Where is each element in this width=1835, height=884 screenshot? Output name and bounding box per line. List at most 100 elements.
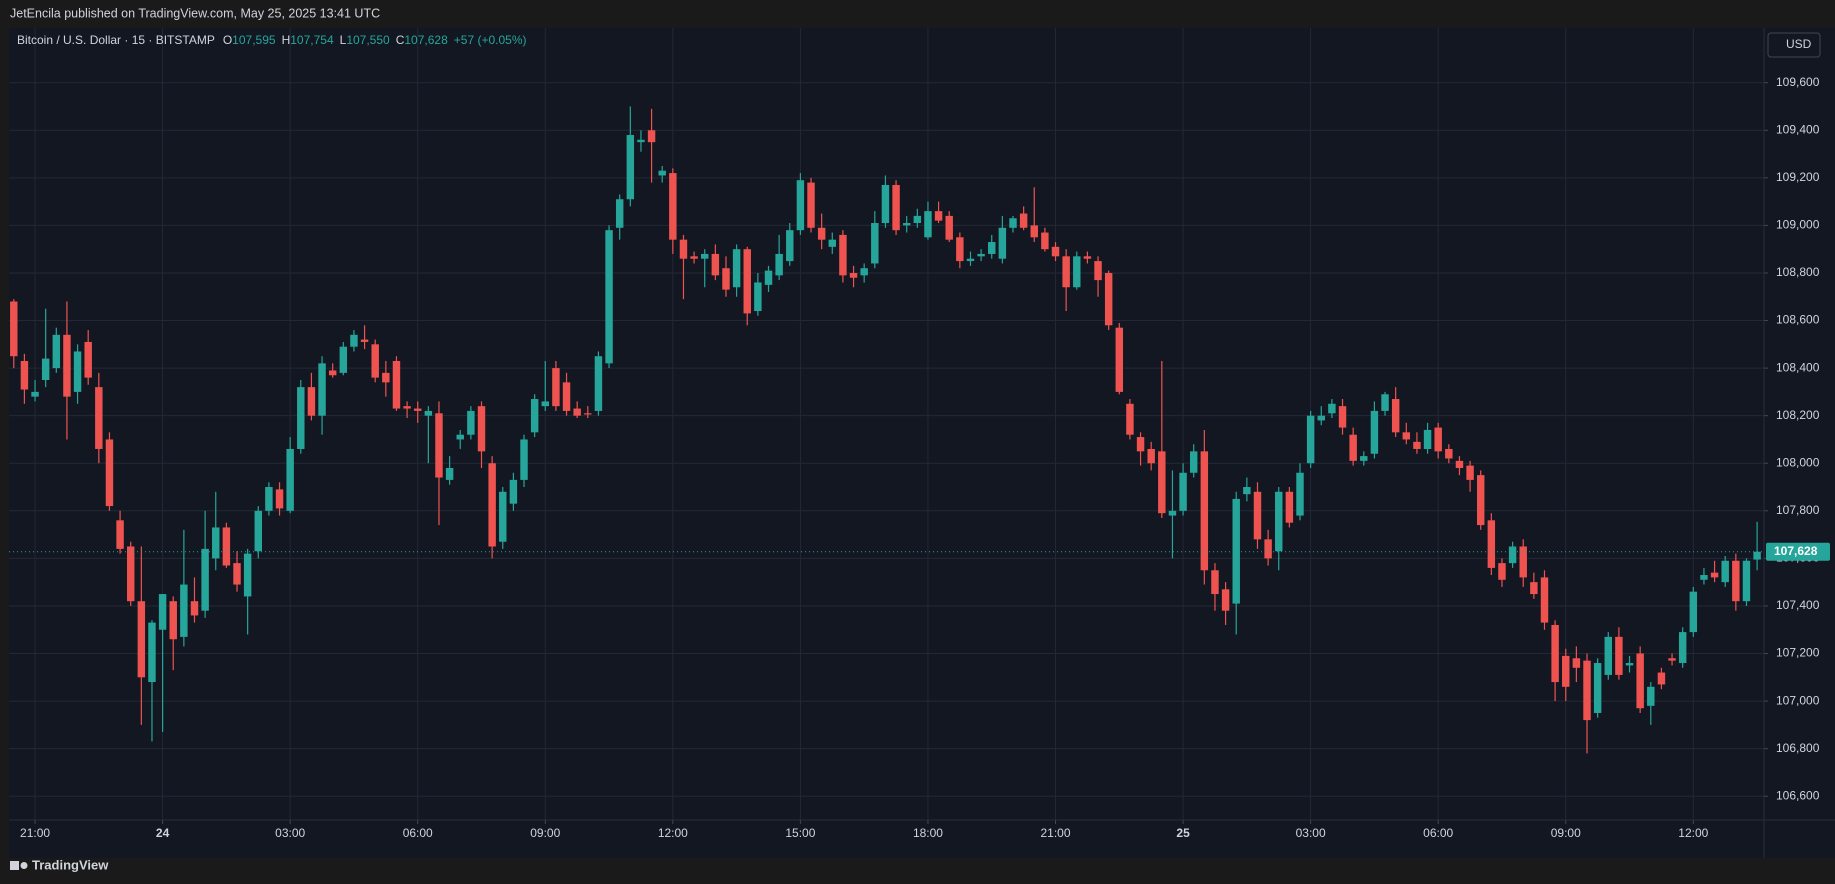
candle-body xyxy=(1508,546,1517,564)
candle-body xyxy=(52,334,61,369)
candle-body xyxy=(477,406,486,452)
candle-body xyxy=(775,253,783,276)
y-tick-label: 109,400 xyxy=(1776,122,1820,136)
candle-body xyxy=(180,584,188,637)
legend-value: 107,550 xyxy=(346,33,390,47)
candle-body xyxy=(1647,686,1655,706)
candle-body xyxy=(1455,460,1464,468)
candle-body xyxy=(934,211,943,221)
y-tick-label: 108,000 xyxy=(1776,455,1820,469)
candle-body xyxy=(1583,660,1591,721)
y-tick-label: 109,600 xyxy=(1776,75,1820,89)
candle-body xyxy=(796,180,805,231)
x-tick-label: 21:00 xyxy=(20,826,50,840)
x-tick-label: 03:00 xyxy=(275,826,305,840)
candle-body xyxy=(499,491,507,542)
candle-body xyxy=(222,527,231,566)
candle-body xyxy=(1126,403,1134,435)
plot: 106,600 106,800 107,000 107,200 107,400 107,6… xyxy=(9,28,1830,840)
candle-body xyxy=(169,601,177,640)
candle-body xyxy=(84,341,92,378)
candle-body xyxy=(414,408,422,411)
candle-body xyxy=(392,360,401,409)
candle-body xyxy=(1615,636,1623,675)
candle-body xyxy=(1104,272,1113,326)
candle-body xyxy=(626,135,635,200)
candle-body xyxy=(913,215,922,224)
candle-body xyxy=(1179,472,1187,511)
candle-body xyxy=(658,170,666,176)
candle-body xyxy=(594,356,603,411)
candle-body xyxy=(817,227,826,240)
candle-body xyxy=(1434,427,1442,452)
candle-body xyxy=(1391,399,1400,433)
candle-body xyxy=(1572,658,1581,668)
candle-body xyxy=(1285,491,1294,523)
candle-body xyxy=(945,215,953,240)
candle-body xyxy=(605,230,613,364)
candle-body xyxy=(265,487,273,511)
candle-body xyxy=(488,463,496,547)
candle-body xyxy=(212,527,220,559)
legend-key: L xyxy=(340,33,347,47)
legend-value: 107,595 xyxy=(232,33,276,47)
candle-body xyxy=(637,139,645,143)
candle-body xyxy=(95,387,103,449)
candle-body xyxy=(1062,256,1070,288)
y-tick-label: 108,800 xyxy=(1776,265,1820,279)
candle-body xyxy=(1668,658,1676,661)
x-tick-label: 12:00 xyxy=(658,826,688,840)
candle-body xyxy=(339,346,348,373)
x-tick-label: 09:00 xyxy=(1551,826,1581,840)
candle-body xyxy=(509,479,518,504)
candle-body xyxy=(988,242,996,254)
candle-body xyxy=(435,413,443,478)
candle-body xyxy=(764,270,773,285)
candle-body xyxy=(892,184,900,231)
candle-body xyxy=(1275,491,1283,552)
candle-body xyxy=(350,334,358,347)
brand: TradingView xyxy=(32,857,109,872)
candle-body xyxy=(1700,575,1708,580)
y-tick-label: 109,200 xyxy=(1776,170,1820,184)
candle-body xyxy=(732,249,741,288)
candle-body xyxy=(318,363,326,416)
candle-body xyxy=(711,253,720,276)
candle-body xyxy=(1370,410,1379,454)
candle-body xyxy=(839,234,847,276)
candle-body xyxy=(1253,491,1262,540)
candle-body xyxy=(1296,472,1304,516)
candle-body xyxy=(1019,213,1028,228)
candle-body xyxy=(520,439,528,480)
currency-button[interactable] xyxy=(1767,32,1821,58)
candle-body xyxy=(552,368,560,407)
candle-body xyxy=(148,622,156,683)
publisher-line: JetEncila published on TradingView.com, … xyxy=(10,6,380,20)
candle-body xyxy=(1413,441,1421,449)
brand-logo xyxy=(10,861,28,870)
candle-body xyxy=(297,387,305,449)
y-tick-label: 108,400 xyxy=(1776,360,1820,374)
candle-body xyxy=(1381,394,1389,411)
candle-body xyxy=(403,406,411,409)
candle-body xyxy=(20,360,29,390)
candle-body xyxy=(1221,589,1230,611)
candle-body xyxy=(1360,456,1368,461)
candle-body xyxy=(573,408,581,416)
candle-body xyxy=(1753,551,1761,560)
candle-body xyxy=(584,413,592,415)
candle-body xyxy=(998,227,1007,259)
candle-body xyxy=(63,334,71,397)
candle-body xyxy=(679,239,688,259)
x-tick-label: 21:00 xyxy=(1041,826,1071,840)
candle-body xyxy=(1030,225,1038,238)
candle-body xyxy=(116,520,124,549)
candle-body xyxy=(828,239,837,247)
candle-body xyxy=(924,211,932,238)
candle-body xyxy=(1445,448,1453,459)
candle-body xyxy=(41,358,50,380)
candle-body xyxy=(1636,653,1644,709)
candle-body xyxy=(1328,403,1336,414)
candle-body xyxy=(1009,218,1017,228)
